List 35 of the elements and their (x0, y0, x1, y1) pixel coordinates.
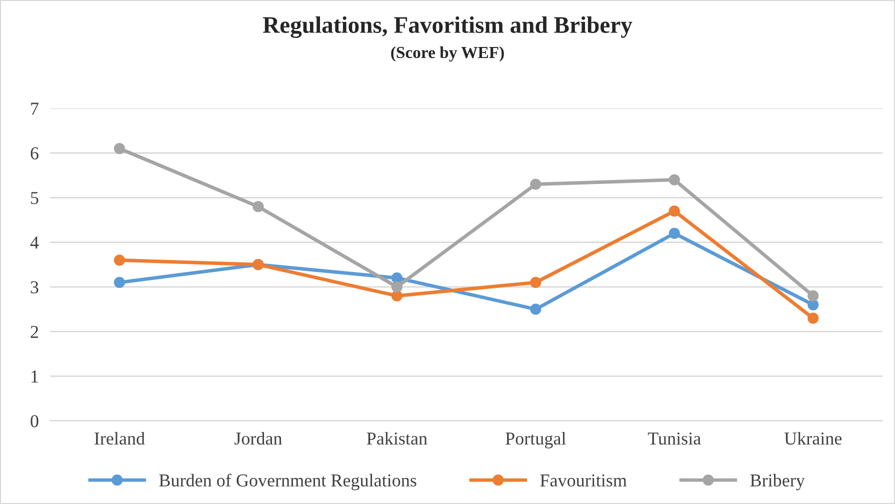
point (252, 201, 264, 212)
point (668, 228, 680, 239)
y-tick-label: 6 (30, 147, 38, 160)
point (808, 299, 819, 310)
y-tick-label: 2 (30, 326, 38, 338)
point (668, 174, 680, 186)
point (114, 254, 126, 266)
x-tick-label: Tunisia (648, 432, 701, 445)
y-tick-label: 1 (32, 370, 38, 382)
y-tick-label: 4 (30, 236, 39, 249)
x-tick-label: Ireland (94, 432, 145, 445)
point (808, 312, 819, 324)
point (114, 276, 126, 288)
point (391, 272, 402, 284)
point (391, 290, 402, 302)
x-tick-label: Jordan (234, 432, 282, 445)
chart-subtitle: (Score by WEF) (391, 46, 504, 62)
point (530, 276, 542, 288)
point (391, 281, 402, 292)
y-tick-label: 5 (31, 192, 38, 204)
legend-label: Favouritism (540, 474, 627, 487)
x-tick-label: Pakistan (366, 432, 428, 445)
chart-title: Regulations, Favoritism and Bribery (262, 16, 632, 38)
point (808, 290, 819, 302)
point (530, 178, 542, 190)
point (114, 142, 126, 154)
legend-label: Burden of Government Regulations (159, 474, 416, 490)
y-tick-label: 7 (31, 102, 38, 115)
point (530, 304, 542, 315)
point (668, 205, 680, 217)
legend-label: Bribery (750, 474, 805, 490)
x-tick-label: Ukraine (784, 432, 842, 445)
x-tick-label: Portugal (506, 432, 566, 448)
y-tick-label: 3 (30, 281, 38, 294)
y-tick-label: 0 (30, 415, 38, 428)
